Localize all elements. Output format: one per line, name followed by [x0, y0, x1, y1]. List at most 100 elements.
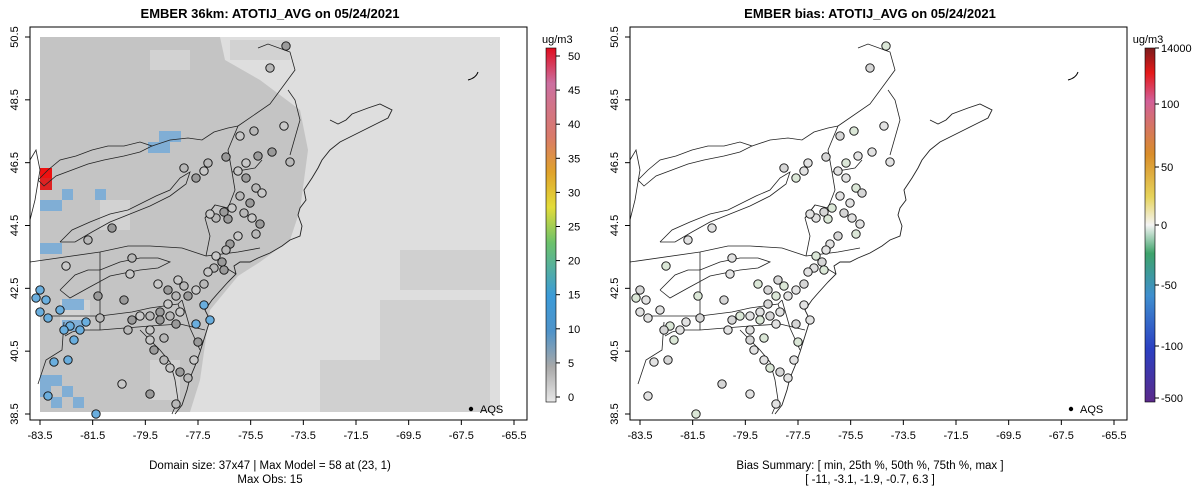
- aqs-site: [203, 158, 213, 168]
- aqs-site: [827, 203, 837, 213]
- aqs-site: [635, 307, 645, 317]
- x-tick-label: -73.5: [891, 430, 916, 442]
- aqs-site: [219, 265, 229, 275]
- colorbar: [545, 47, 557, 403]
- y-tick-label: 44.5: [9, 215, 21, 236]
- model-blue-cell: [159, 142, 170, 153]
- aqs-site: [241, 158, 251, 168]
- aqs-site: [755, 315, 765, 325]
- aqs-site: [819, 207, 829, 217]
- aqs-site: [771, 319, 781, 329]
- aqs-site: [145, 311, 155, 321]
- aqs-site: [145, 325, 155, 335]
- aqs-site: [759, 355, 769, 365]
- aqs-site: [849, 126, 859, 136]
- aqs-site: [183, 373, 193, 383]
- model-blue-cell: [159, 131, 170, 142]
- colorbar-tick-label: 50: [1161, 162, 1173, 174]
- aqs-site: [145, 389, 155, 399]
- aqs-site: [245, 198, 255, 208]
- aqs-site: [821, 245, 831, 255]
- aqs-site: [127, 315, 137, 325]
- aqs-site: [841, 173, 851, 183]
- aqs-site: [179, 163, 189, 173]
- aqs-legend-label: AQS: [480, 404, 503, 416]
- aqs-site: [155, 307, 165, 317]
- colorbar: [1144, 47, 1156, 403]
- aqs-site: [175, 367, 185, 377]
- aqs-site: [725, 269, 735, 279]
- model-blue-cell: [40, 375, 51, 386]
- aqs-site: [173, 275, 183, 285]
- aqs-site: [811, 251, 821, 261]
- model-blue-cell: [148, 142, 159, 153]
- aqs-site: [183, 291, 193, 301]
- x-tick-label: -67.5: [1049, 430, 1074, 442]
- aqs-site: [285, 157, 295, 167]
- aqs-site: [803, 267, 813, 277]
- bias-footer-1: Bias Summary: [ min, 25th %, 50th %, 75t…: [736, 460, 1004, 472]
- state-boundary: [887, 89, 901, 156]
- aqs-site: [93, 291, 103, 301]
- lake-outline: [29, 148, 41, 221]
- aqs-site: [693, 291, 703, 301]
- aqs-site: [219, 207, 229, 217]
- aqs-site: [203, 267, 213, 277]
- state-boundary: [287, 89, 301, 156]
- model-max-cell: [40, 168, 52, 180]
- aqs-site: [847, 213, 857, 223]
- aqs-site: [265, 63, 275, 73]
- aqs-site: [249, 126, 259, 136]
- aqs-site: [205, 209, 215, 219]
- bias-title: EMBER bias: ATOTIJ_AVG on 05/24/2021: [744, 6, 996, 21]
- aqs-site: [763, 285, 773, 295]
- aqs-site: [125, 269, 135, 279]
- colorbar-tick-label: 45: [568, 85, 580, 97]
- y-tick-label: 44.5: [609, 215, 621, 236]
- state-boundary: [237, 43, 296, 127]
- aqs-site: [205, 315, 215, 325]
- model-blue-cell: [40, 386, 51, 397]
- aqs-site: [835, 131, 845, 141]
- aqs-site: [227, 203, 237, 213]
- model-blue-cell: [51, 375, 62, 386]
- model-blue-cell: [62, 299, 73, 310]
- aqs-site: [635, 285, 645, 295]
- aqs-site: [805, 209, 815, 219]
- aqs-site: [775, 367, 785, 377]
- state-boundary: [29, 245, 207, 263]
- aqs-site: [683, 235, 693, 245]
- aqs-site: [643, 391, 653, 401]
- aqs-site: [159, 333, 169, 343]
- aqs-site: [171, 291, 181, 301]
- state-boundary: [637, 321, 665, 385]
- aqs-site: [63, 355, 73, 365]
- aqs-site: [833, 166, 843, 176]
- aqs-site: [199, 279, 209, 289]
- aqs-site: [631, 293, 641, 303]
- model-land-cells: [40, 37, 308, 412]
- model-blue-cell: [62, 386, 73, 397]
- aqs-site: [763, 299, 773, 309]
- model-map: -83.5 -81.5 -79.5 -77.5 -75.5 -73.5 -71.5 -69.5…: [9, 26, 580, 442]
- aqs-site: [251, 229, 261, 239]
- y-tick-label: 42.5: [9, 278, 21, 299]
- aqs-site: [235, 191, 245, 201]
- aqs-site: [31, 293, 41, 303]
- aqs-legend-dot: [468, 406, 474, 412]
- y-tick-label: 48.5: [9, 89, 21, 110]
- aqs-site: [163, 299, 173, 309]
- x-tick-label: -71.5: [943, 430, 968, 442]
- lake-outline: [659, 257, 772, 299]
- colorbar-tick-label: 14000: [1161, 43, 1192, 55]
- aqs-site: [723, 325, 733, 335]
- colorbar-tick-label: 10: [568, 324, 580, 336]
- model-panel: EMBER 36km: ATOTIJ_AVG on 05/24/2021 -83…: [9, 6, 580, 486]
- lake-outline: [629, 148, 641, 221]
- aqs-site: [35, 307, 45, 317]
- aqs-site: [233, 166, 243, 176]
- aqs-site: [59, 325, 69, 335]
- aqs-site: [241, 173, 251, 183]
- aqs-site: [727, 315, 737, 325]
- colorbar-unit: ug/m3: [1133, 34, 1164, 46]
